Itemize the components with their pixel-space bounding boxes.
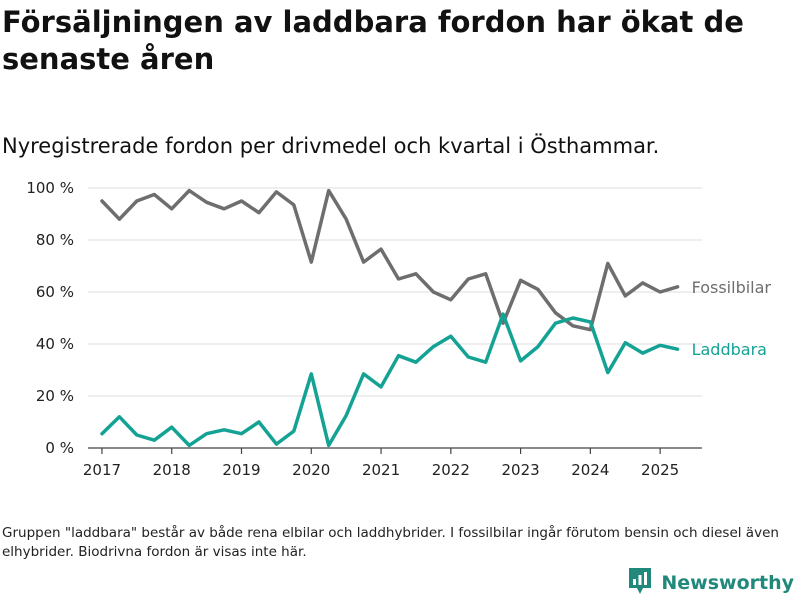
x-tick-label: 2025 (641, 461, 679, 479)
x-tick-label: 2023 (501, 461, 539, 479)
x-tick-label: 2022 (432, 461, 470, 479)
series-line-laddbara (100, 312, 680, 448)
y-tick-label: 20 % (36, 387, 74, 405)
y-axis-ticks: 0 % 20 % 40 % 60 % 80 % 100 % (26, 179, 74, 457)
x-tick-label: 2017 (83, 461, 121, 479)
y-tick-label: 40 % (36, 335, 74, 353)
y-tick-label: 0 % (45, 439, 74, 457)
x-tick-label: 2018 (153, 461, 191, 479)
series-label-fossilbilar: Fossilbilar (692, 278, 772, 297)
series-lines: Fossilbilar Laddbara (100, 188, 772, 448)
y-tick-label: 60 % (36, 283, 74, 301)
x-tick-label: 2021 (362, 461, 400, 479)
chart-title: Försäljningen av laddbara fordon har öka… (2, 5, 744, 76)
newsworthy-brand[interactable]: Newsworthy (627, 568, 794, 598)
grid-lines (88, 187, 702, 449)
brand-name: Newsworthy (661, 572, 794, 594)
x-tick-label: 2024 (571, 461, 609, 479)
series-label-laddbara: Laddbara (692, 340, 767, 359)
line-chart: 0 % 20 % 40 % 60 % 80 % 100 % 2017 2018 2019 202… (26, 179, 772, 479)
y-tick-label: 100 % (26, 179, 74, 197)
footnote: Gruppen "laddbara" består av både rena e… (2, 525, 779, 560)
series-line-fossilbilar (100, 188, 680, 332)
x-tick-label: 2019 (222, 461, 260, 479)
x-axis: 2017 2018 2019 2020 2021 2022 2023 2024 2025 (83, 447, 702, 479)
chart-subtitle: Nyregistrerade fordon per drivmedel och … (2, 134, 660, 158)
newsworthy-logo-icon (627, 566, 653, 600)
x-tick-label: 2020 (292, 461, 330, 479)
y-tick-label: 80 % (36, 231, 74, 249)
